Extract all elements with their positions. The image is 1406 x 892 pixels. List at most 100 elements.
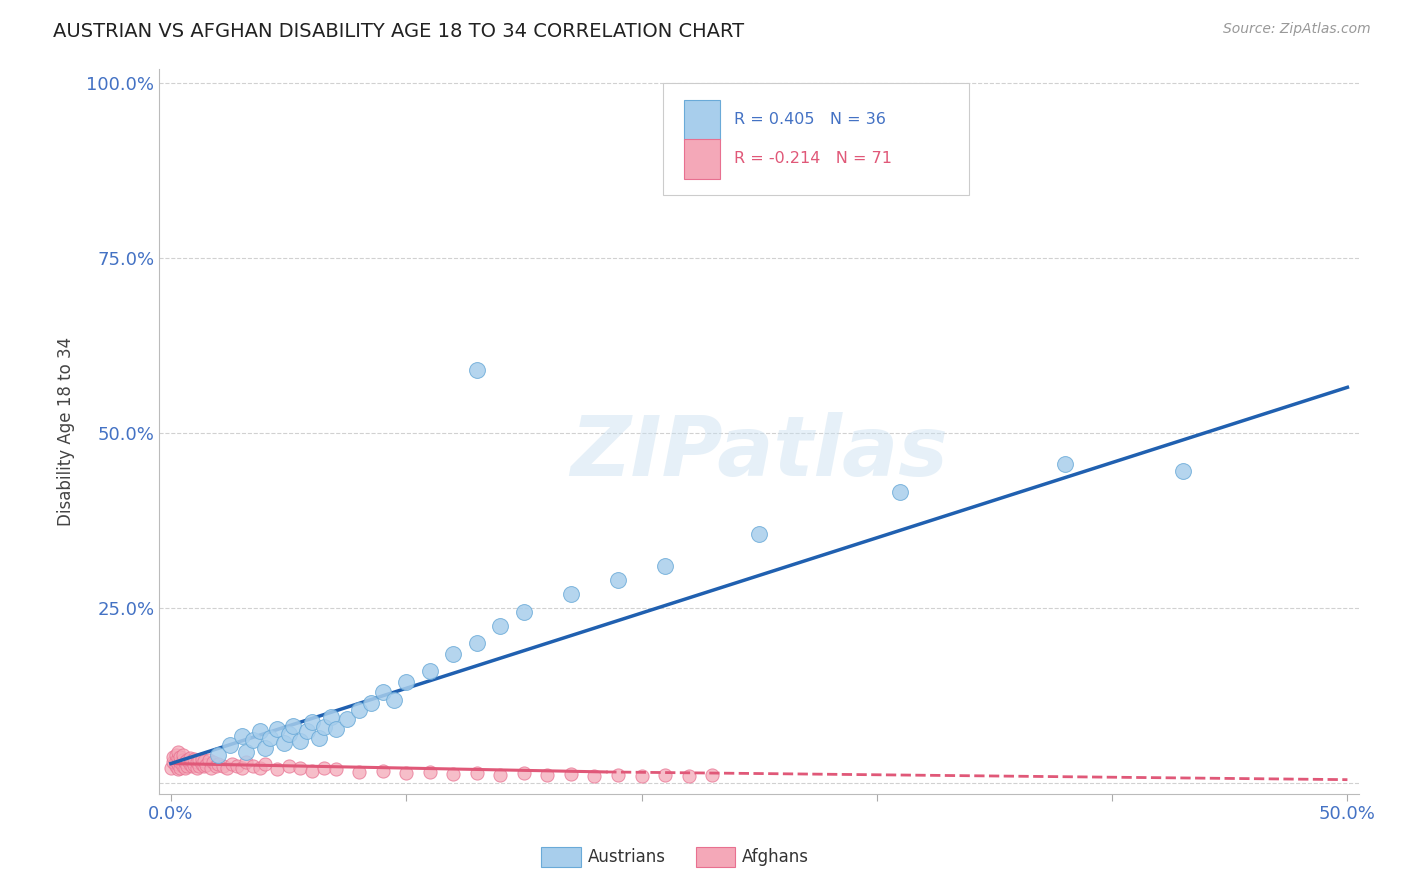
Point (190, 751, 212, 765)
Y-axis label: Disability Age 18 to 34: Disability Age 18 to 34 (58, 336, 75, 525)
Text: Afghans: Afghans (742, 848, 810, 866)
Point (235, 745, 257, 759)
Point (188, 758, 211, 772)
Point (162, 749, 184, 764)
Text: AUSTRIAN VS AFGHAN DISABILITY AGE 18 TO 34 CORRELATION CHART: AUSTRIAN VS AFGHAN DISABILITY AGE 18 TO … (53, 22, 745, 41)
Point (630, 769, 652, 783)
Point (165, 754, 187, 768)
Point (254, 756, 277, 771)
Point (207, 748, 229, 763)
Point (277, 758, 299, 772)
Point (169, 755, 191, 769)
Point (186, 761, 208, 775)
Point (465, 363, 488, 377)
Point (1054, 458, 1077, 472)
Point (360, 696, 382, 710)
Point (489, 618, 512, 632)
Point (654, 768, 676, 782)
Point (395, 674, 418, 689)
Point (193, 759, 215, 773)
Point (678, 769, 700, 783)
Point (225, 758, 247, 772)
Point (195, 758, 218, 772)
Point (312, 761, 335, 775)
Point (560, 587, 582, 601)
Point (172, 753, 194, 767)
Point (312, 720, 335, 734)
Point (273, 735, 295, 749)
Point (419, 664, 441, 678)
Point (204, 758, 226, 772)
Point (266, 722, 288, 736)
Point (419, 764, 441, 779)
Point (249, 723, 271, 738)
FancyBboxPatch shape (683, 100, 720, 139)
Point (165, 758, 187, 772)
Point (186, 755, 208, 769)
Point (560, 767, 582, 781)
Point (221, 756, 243, 771)
Text: Austrians: Austrians (588, 848, 665, 866)
Point (242, 732, 264, 747)
Point (165, 748, 187, 763)
Point (167, 762, 190, 776)
Point (536, 768, 558, 782)
Point (889, 485, 911, 500)
Point (277, 727, 299, 741)
Point (607, 573, 630, 587)
Text: Source: ZipAtlas.com: Source: ZipAtlas.com (1223, 22, 1371, 37)
Point (607, 768, 630, 782)
Point (242, 758, 264, 772)
Point (325, 762, 347, 776)
Point (176, 758, 198, 772)
Point (179, 756, 201, 771)
Point (325, 722, 347, 736)
Point (290, 734, 312, 748)
Point (197, 753, 219, 767)
Point (217, 761, 239, 775)
Point (179, 751, 201, 765)
Point (249, 761, 271, 775)
Point (1171, 464, 1194, 478)
Point (160, 761, 183, 775)
Point (371, 685, 394, 699)
Point (384, 693, 406, 707)
Point (347, 764, 370, 779)
Point (174, 755, 197, 769)
Point (231, 761, 253, 775)
Point (319, 709, 342, 723)
Point (181, 754, 204, 768)
Point (172, 748, 194, 763)
Point (583, 769, 606, 783)
Point (202, 755, 225, 769)
Point (218, 738, 240, 752)
Point (301, 764, 323, 778)
Point (297, 723, 319, 738)
Point (290, 761, 312, 775)
Point (395, 765, 418, 780)
Point (169, 749, 191, 764)
FancyBboxPatch shape (664, 83, 969, 195)
Point (200, 761, 222, 775)
Point (441, 767, 464, 781)
Point (176, 753, 198, 767)
Text: R = 0.405   N = 36: R = 0.405 N = 36 (734, 112, 886, 128)
Text: R = -0.214   N = 71: R = -0.214 N = 71 (734, 152, 891, 166)
Point (371, 764, 394, 778)
Point (193, 754, 215, 768)
Point (489, 768, 512, 782)
Point (207, 756, 229, 771)
Point (259, 731, 281, 745)
Point (188, 753, 211, 767)
Text: ZIPatlas: ZIPatlas (571, 412, 948, 493)
Point (465, 636, 488, 650)
Point (347, 703, 370, 717)
Point (231, 729, 253, 743)
Point (336, 712, 359, 726)
FancyBboxPatch shape (683, 139, 720, 178)
Point (301, 714, 323, 729)
Point (172, 758, 194, 772)
Point (167, 745, 190, 759)
Point (167, 756, 190, 771)
Point (167, 751, 190, 765)
